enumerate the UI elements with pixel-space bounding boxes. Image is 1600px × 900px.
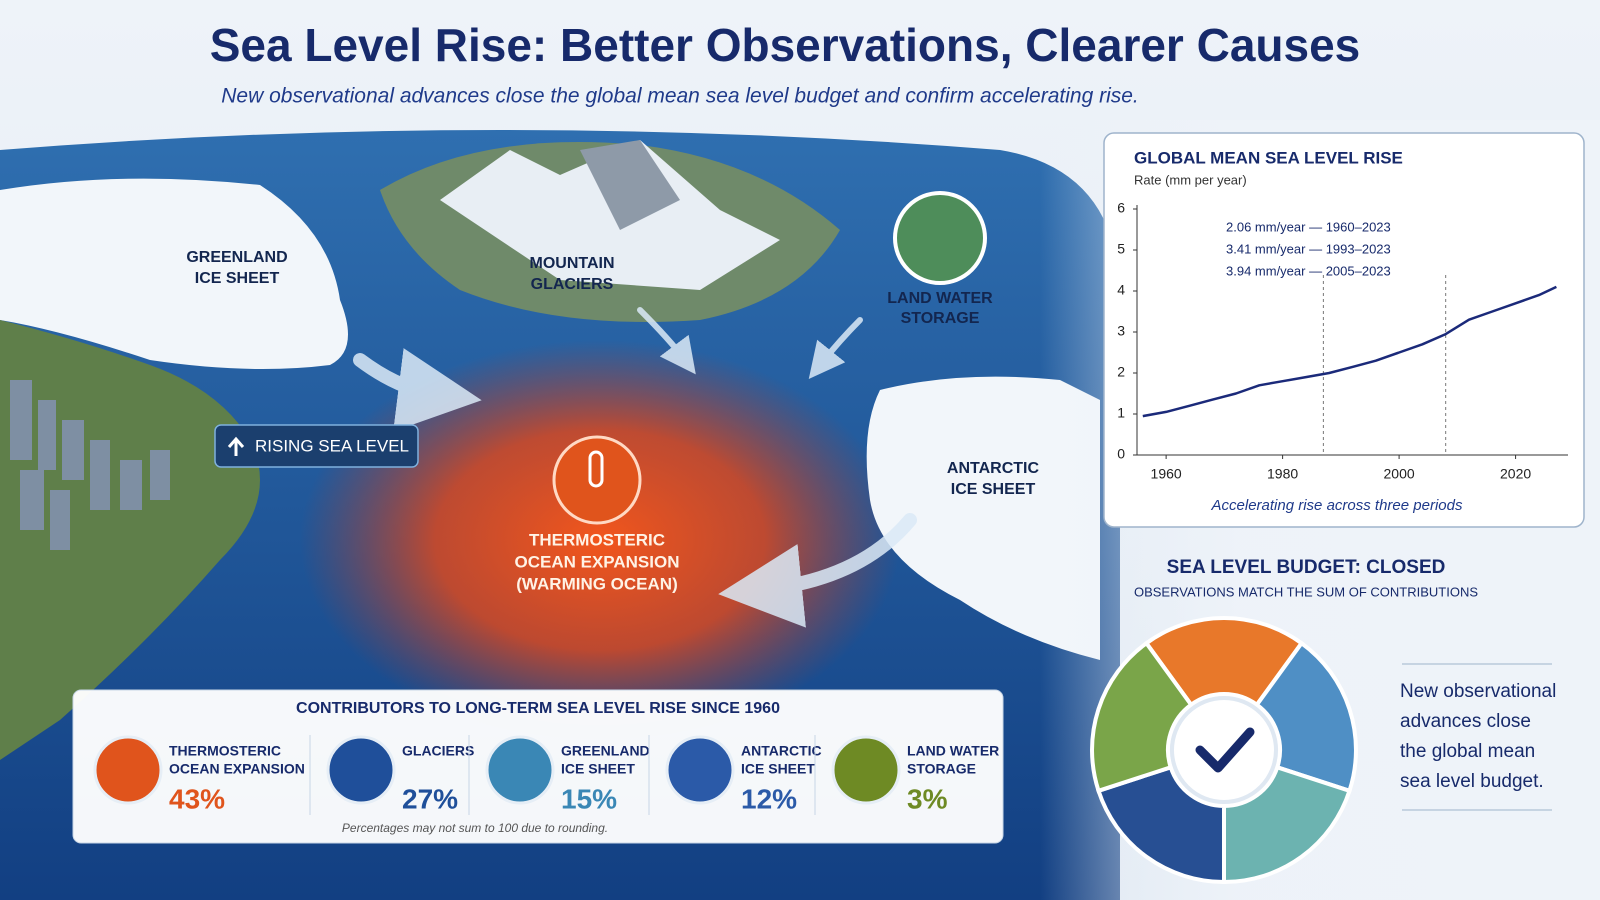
puzzle-piece bbox=[1143, 615, 1305, 708]
x-tick-label: 2020 bbox=[1500, 466, 1531, 482]
contributor-share: 43% bbox=[169, 783, 225, 814]
thermometer bbox=[588, 450, 604, 488]
city-buildings bbox=[10, 380, 170, 550]
map-label: MOUNTAIN bbox=[529, 255, 614, 272]
mountain-rock bbox=[580, 140, 680, 230]
mountains bbox=[440, 140, 780, 290]
map-label: THERMOSTERIC bbox=[529, 530, 665, 549]
contributor-name: STORAGE bbox=[907, 761, 976, 777]
contributor-name: GREENLAND bbox=[561, 743, 650, 759]
up-arrow bbox=[227, 436, 245, 456]
greenland-ice bbox=[0, 178, 348, 369]
contributors-footnote: Percentages may not sum to 100 due to ro… bbox=[342, 821, 608, 835]
x-tick-label: 1960 bbox=[1151, 466, 1182, 482]
x-tick-label: 2000 bbox=[1384, 466, 1415, 482]
contributor-icon bbox=[326, 735, 396, 805]
y-tick-label: 2 bbox=[1117, 364, 1125, 380]
warm-ocean bbox=[300, 340, 900, 740]
contributor-icon bbox=[665, 735, 735, 805]
budget-subtitle: OBSERVATIONS MATCH THE SUM OF CONTRIBUTI… bbox=[1134, 584, 1478, 599]
map-label: OCEAN EXPANSION bbox=[515, 552, 680, 571]
chart-panel bbox=[1103, 132, 1585, 528]
map-label: ICE SHEET bbox=[951, 481, 1036, 498]
map-label: GLACIERS bbox=[531, 276, 614, 293]
contributor-name: GLACIERS bbox=[402, 743, 474, 759]
map-label: GREENLAND bbox=[186, 249, 287, 266]
check-mark bbox=[1195, 727, 1255, 773]
contributor-name: OCEAN EXPANSION bbox=[169, 761, 305, 777]
y-tick-label: 5 bbox=[1117, 241, 1125, 257]
contributor-icon bbox=[485, 735, 555, 805]
x-tick-label: 1980 bbox=[1267, 466, 1298, 482]
flow-arrows bbox=[353, 307, 917, 628]
contributor-share: 12% bbox=[741, 783, 797, 814]
budget-note: the global mean bbox=[1400, 741, 1535, 762]
y-tick-label: 6 bbox=[1117, 200, 1125, 216]
contributor-name: ICE SHEET bbox=[561, 761, 635, 777]
data-line bbox=[1142, 285, 1557, 418]
contributor-name: ANTARCTIC bbox=[741, 743, 822, 759]
contributor-share: 27% bbox=[402, 783, 458, 814]
annotation: 2.06 mm/year — 1960–2023 bbox=[1226, 219, 1391, 234]
contributor-share: 3% bbox=[907, 783, 948, 814]
puzzle-piece bbox=[1222, 764, 1353, 885]
map-label: ICE SHEET bbox=[195, 270, 280, 287]
chart-title: GLOBAL MEAN SEA LEVEL RISE bbox=[1134, 148, 1403, 167]
contributor-name: LAND WATER bbox=[907, 743, 999, 759]
map-label: ANTARCTIC bbox=[947, 460, 1040, 477]
chart-caption: Accelerating rise across three periods bbox=[1211, 497, 1463, 514]
budget-note: sea level budget. bbox=[1400, 771, 1544, 792]
map-label: LAND WATER bbox=[887, 290, 993, 307]
rising-badge: RISING SEA LEVEL bbox=[214, 424, 419, 468]
check-circle bbox=[1170, 696, 1278, 804]
rising-label: RISING SEA LEVEL bbox=[255, 436, 409, 455]
land-water-icon bbox=[893, 191, 987, 285]
map-label: (WARMING OCEAN) bbox=[516, 574, 677, 593]
contributor-name: ICE SHEET bbox=[741, 761, 815, 777]
budget-note: New observational bbox=[1400, 681, 1556, 702]
puzzle-piece bbox=[1095, 764, 1226, 885]
title: Sea Level Rise: Better Observations, Cle… bbox=[210, 19, 1361, 71]
puzzle-piece bbox=[1254, 640, 1358, 794]
y-tick-label: 0 bbox=[1117, 446, 1125, 462]
puzzle-piece bbox=[1090, 640, 1194, 794]
contributor-share: 15% bbox=[561, 783, 617, 814]
contributor-icon bbox=[831, 735, 901, 805]
budget-note: advances close bbox=[1400, 711, 1531, 732]
contributors-title: CONTRIBUTORS TO LONG-TERM SEA LEVEL RISE… bbox=[296, 700, 780, 717]
y-tick-label: 4 bbox=[1117, 282, 1125, 298]
subtitle: New observational advances close the glo… bbox=[221, 85, 1139, 108]
rising-box bbox=[214, 424, 419, 468]
contributor-name: THERMOSTERIC bbox=[169, 743, 281, 759]
annotation: 3.41 mm/year — 1993–2023 bbox=[1226, 241, 1391, 256]
thermometer-icon bbox=[552, 435, 642, 525]
y-tick-label: 3 bbox=[1117, 323, 1125, 339]
contributor-icon bbox=[93, 735, 163, 805]
y-axis-label: Rate (mm per year) bbox=[1134, 172, 1247, 187]
budget-title: SEA LEVEL BUDGET: CLOSED bbox=[1167, 557, 1446, 578]
map-label: STORAGE bbox=[901, 310, 980, 327]
annotation: 3.94 mm/year — 2005–2023 bbox=[1226, 263, 1391, 278]
y-tick-label: 1 bbox=[1117, 405, 1125, 421]
